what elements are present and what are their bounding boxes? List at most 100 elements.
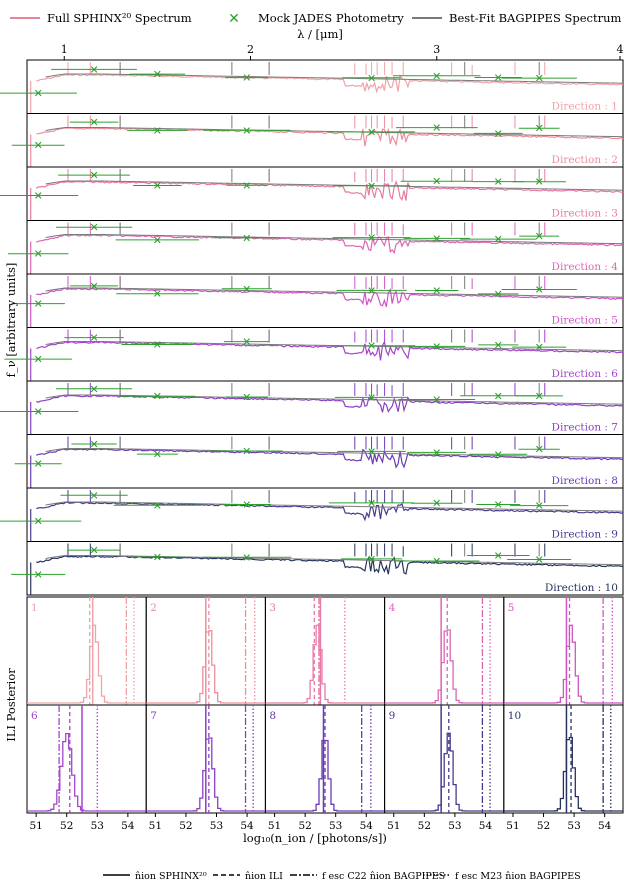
sphinx-spectrum-line [36,73,624,94]
photometry-marker: ✕ [535,553,544,566]
top-legend: Full SPHINX²⁰ Spectrum ✕ Mock JADES Phot… [10,11,621,27]
photometry-marker: ✕ [432,446,441,459]
top-tick-label: 4 [617,43,624,56]
bottom-tick-label: 54 [360,820,374,832]
bottom-tick-label: 52 [298,820,311,832]
spectra-ylabel: f_ν [arbitrary units] [4,263,18,378]
bottom-tick-label: 51 [268,820,281,832]
direction-label: Direction : 7 [552,422,618,434]
photometry-marker: ✕ [34,353,43,366]
photometry-marker: ✕ [494,498,503,511]
photometry-marker: ✕ [34,405,43,418]
posterior-panel-8: 8 [264,704,386,814]
bottom-tick-label: 53 [329,820,342,832]
sphinx-spectrum-line [36,555,624,575]
direction-label: Direction : 2 [552,154,618,166]
direction-label: Direction : 10 [545,582,618,594]
photometry-marker: ✕ [242,499,251,512]
posterior-panel-6: 6 [26,704,147,814]
bottom-legend: n̂ion SPHINX²⁰ n̂ion ILI f esc C22 n̂ion… [103,871,581,882]
photometry-marker: ✕ [494,176,503,189]
photometry-marker: ✕ [535,500,544,513]
photometry-marker: ✕ [242,391,251,404]
posterior-histogram [27,624,147,704]
bottom-tick-label: 51 [29,820,42,832]
photometry-marker: ✕ [89,489,98,502]
bottom-tick-label: 54 [121,820,135,832]
posterior-panel-number: 6 [31,710,38,722]
photometry-marker: ✕ [367,553,376,566]
posterior-panel-number: 7 [150,710,157,722]
spectra-panels: ✕ ✕ ✕ ✕ ✕ ✕ ✕ ✕ Direction : 1 ✕ ✕ ✕ ✕ ✕ ✕ ✕ ✕ Direction :… [0,59,624,596]
sphinx-spectrum-line [36,287,624,307]
photometry-marker: ✕ [89,332,98,345]
bottom-tick-label: 51 [387,820,400,832]
legend-jades-marker: ✕ [228,11,240,27]
photometry-marker: ✕ [242,336,251,349]
bottom-tick-label: 52 [418,820,431,832]
photometry-marker: ✕ [535,390,544,403]
sphinx-spectrum-line [36,234,624,255]
posterior-panel-number: 3 [269,602,276,614]
photometry-marker: ✕ [367,232,376,245]
posterior-panel-5: 5 [503,596,624,706]
posterior-histogram [503,736,623,812]
photometry-marker: ✕ [153,499,162,512]
photometry-marker: ✕ [535,176,544,189]
spectrum-panel-2: ✕ ✕ ✕ ✕ ✕ ✕ ✕ ✕ Direction : 2 [11,113,624,168]
posterior-panels: 1 2 3 4 5 6 7 8 9 10 [26,596,624,814]
panel-frame [26,273,624,328]
posterior-histogram [27,732,147,812]
photometry-marker: ✕ [494,288,503,301]
photometry-marker: ✕ [367,180,376,193]
posterior-panel-1: 1 [26,596,147,706]
top-tick-label: 3 [433,43,440,56]
legend-bagpipes-label: Best-Fit BAGPIPES Spectrum [449,11,621,25]
direction-label: Direction : 1 [552,101,618,113]
spectrum-panel-9: ✕ ✕ ✕ ✕ ✕ ✕ ✕ ✕ Direction : 9 [0,487,624,542]
bottom-tick-label: 53 [210,820,223,832]
sphinx-spectrum-line [36,501,624,522]
direction-label: Direction : 8 [552,475,618,487]
bagpipes-spectrum-line [45,73,624,84]
photometry-marker: ✕ [89,544,98,557]
bottom-tick-label: 52 [60,820,73,832]
photometry-marker: ✕ [89,383,98,396]
panel-frame [26,487,624,542]
bottom-tick-label: 54 [240,820,254,832]
photometry-marker: ✕ [367,284,376,297]
photometry-marker: ✕ [153,234,162,247]
top-xaxis-ticks: 1 2 3 4 [61,43,624,60]
photometry-marker: ✕ [242,72,251,85]
photometry-marker: ✕ [367,72,376,85]
posterior-panel-number: 4 [389,602,396,614]
photometry-marker: ✕ [432,70,441,83]
bottom-xaxis-ticks: 51 52 53 54 51 52 53 54 51 52 53 54 51 52 53 54 51 52 53 54 [29,813,612,832]
direction-label: Direction : 4 [552,261,619,273]
photometry-marker: ✕ [89,280,98,293]
photometry-marker: ✕ [153,288,162,301]
spectrum-panel-3: ✕ ✕ ✕ ✕ ✕ ✕ ✕ ✕ Direction : 3 [0,166,624,221]
photometry-marker: ✕ [242,232,251,245]
photometry-marker: ✕ [34,458,43,471]
posterior-ylabel: ILI Posterior [4,668,18,742]
bagpipes-spectrum-line [45,448,624,459]
photometry-marker: ✕ [34,139,43,152]
direction-label: Direction : 6 [552,368,619,380]
photometry-marker: ✕ [535,122,544,135]
photometry-marker: ✕ [432,340,441,353]
spectrum-panel-8: ✕ ✕ ✕ ✕ ✕ ✕ ✕ ✕ Direction : 8 [14,434,624,489]
bagpipes-spectrum-line [45,555,624,566]
photometry-marker: ✕ [494,550,503,563]
legend-m23-label: f esc M23 n̂ion BAGPIPES [455,871,581,882]
bottom-tick-label: 54 [598,820,612,832]
posterior-histogram [384,629,504,704]
photometry-marker: ✕ [535,443,544,456]
photometry-marker: ✕ [367,445,376,458]
posterior-histogram [503,624,623,704]
sphinx-spectrum-line [36,340,624,361]
posterior-histogram [146,630,266,704]
spectrum-panel-5: ✕ ✕ ✕ ✕ ✕ ✕ ✕ ✕ Direction : 5 [11,273,624,328]
photometry-marker: ✕ [494,390,503,403]
legend-sphinx-label: Full SPHINX²⁰ Spectrum [47,11,192,25]
